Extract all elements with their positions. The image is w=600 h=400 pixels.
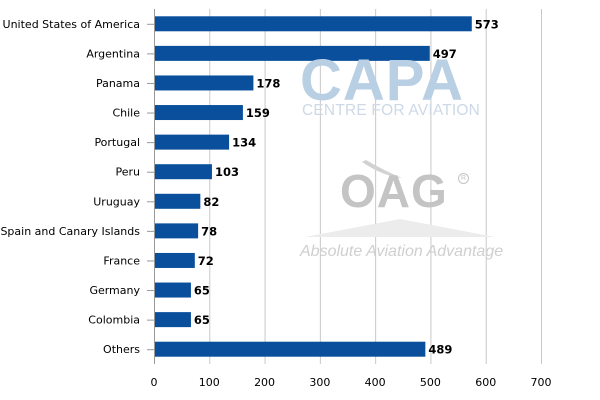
data-label: 159: [246, 106, 270, 120]
oag-underline-icon: [305, 219, 495, 237]
data-label: 72: [198, 254, 214, 268]
data-label: 65: [194, 284, 210, 298]
category-label: France: [103, 254, 140, 267]
category-label: Peru: [115, 166, 140, 179]
data-label: 497: [433, 47, 457, 61]
x-tick-label: 100: [199, 376, 220, 389]
category-label: Portugal: [94, 136, 140, 149]
bar: [155, 312, 191, 328]
bar: [155, 105, 243, 121]
oag-swoosh-icon: [362, 160, 402, 178]
bar: [155, 223, 199, 239]
category-label: Others: [103, 343, 140, 356]
category-label: Argentina: [86, 47, 140, 60]
registered-mark-icon: R: [458, 173, 469, 184]
oag-watermark-tagline: Absolute Aviation Advantage: [300, 243, 504, 260]
category-label: Germany: [89, 284, 140, 297]
data-label: 178: [256, 76, 280, 90]
data-label: 573: [475, 17, 499, 31]
oag-watermark-logo: OAG: [340, 165, 448, 217]
category-label: Colombia: [88, 314, 140, 327]
capa-watermark-logo: CAPA: [300, 48, 465, 113]
bar: [155, 45, 430, 61]
bar: [155, 252, 195, 268]
category-label: Uruguay: [93, 195, 140, 208]
x-tick-label: 600: [475, 376, 496, 389]
category-label: Panama: [96, 77, 140, 90]
bar: [155, 75, 254, 91]
capa-watermark-subtitle: CENTRE FOR AVIATION: [302, 102, 481, 119]
category-label: Chile: [112, 107, 140, 120]
data-label: 65: [194, 313, 210, 327]
bar: [155, 16, 472, 32]
data-label: 134: [232, 136, 256, 150]
bar: [155, 341, 426, 357]
bar: [155, 164, 212, 180]
data-label: 103: [215, 165, 239, 179]
bar: [155, 134, 230, 150]
x-tick-label: 200: [254, 376, 275, 389]
data-label: 78: [201, 224, 217, 238]
x-tick-label: 700: [531, 376, 552, 389]
x-tick-label: 500: [420, 376, 441, 389]
bar: [155, 193, 201, 209]
x-tick-label: 0: [151, 376, 158, 389]
data-label: 489: [428, 343, 452, 357]
bar: [155, 282, 191, 298]
x-tick-label: 300: [309, 376, 330, 389]
data-label: 82: [203, 195, 219, 209]
x-tick-label: 400: [365, 376, 386, 389]
category-label: Spain and Canary Islands: [0, 225, 140, 238]
category-label: United States of America: [3, 18, 140, 31]
